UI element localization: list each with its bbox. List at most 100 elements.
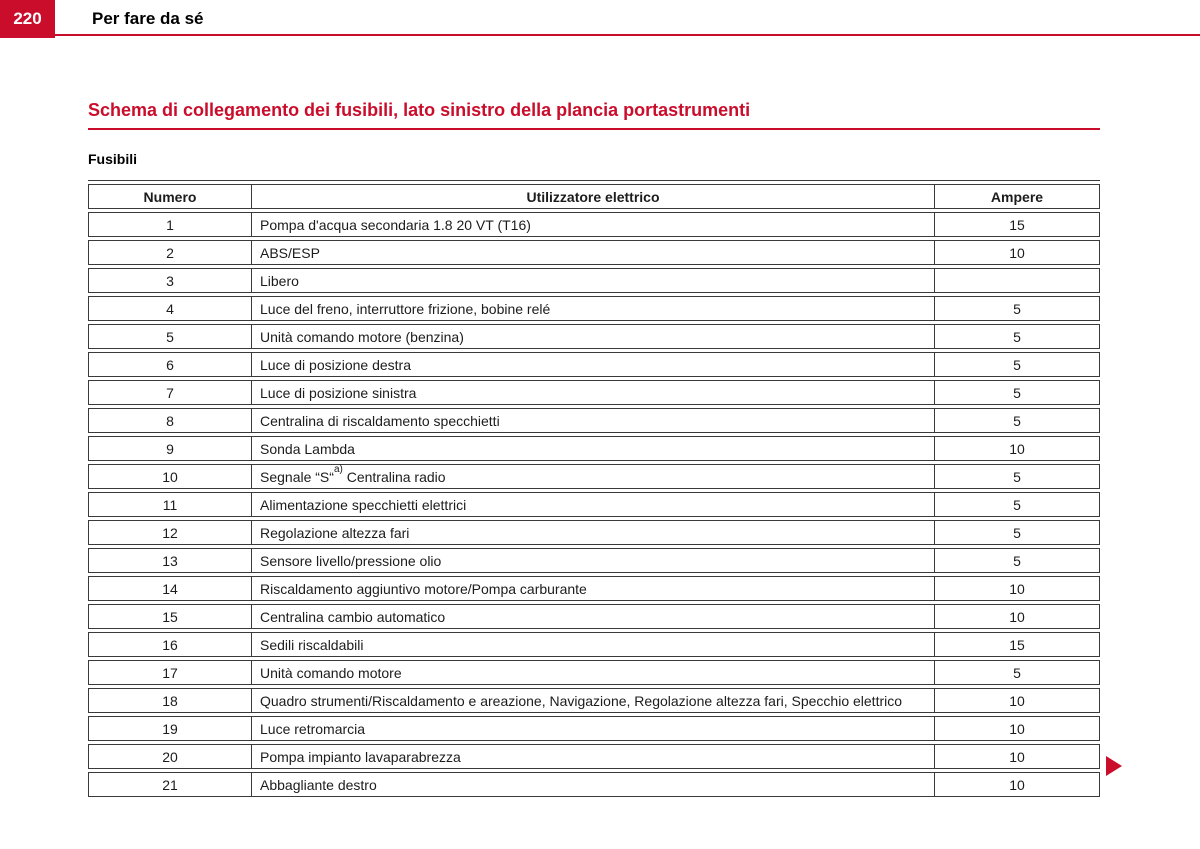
fuse-number-cell: 10 (89, 465, 252, 488)
table-row: 19 Luce retromarcia 10 (88, 716, 1100, 741)
fuse-number-cell: 20 (89, 745, 252, 768)
header-rule (0, 34, 1200, 36)
fuse-number-cell: 17 (89, 661, 252, 684)
table-row: 5 Unità comando motore (benzina) 5 (88, 324, 1100, 349)
table-row: 2 ABS/ESP 10 (88, 240, 1100, 265)
fuse-number-cell: 12 (89, 521, 252, 544)
section-title: Schema di collegamento dei fusibili, lat… (88, 100, 1100, 130)
fuse-ampere-cell: 10 (1009, 776, 1025, 793)
fuse-consumer-cell: Alimentazione specchietti elettrici (252, 493, 935, 516)
fuse-ampere-cell: 5 (1013, 300, 1021, 317)
fuse-ampere-cell: 15 (1009, 216, 1025, 233)
fuse-consumer-cell: Luce di posizione destra (252, 353, 935, 376)
fuse-ampere-cell: 10 (1009, 720, 1025, 737)
fuse-consumer-cell: Unità comando motore (benzina) (252, 325, 935, 348)
fuse-ampere-cell: 5 (1013, 356, 1021, 373)
fuse-consumer-cell: Quadro strumenti/Riscaldamento e areazio… (252, 689, 935, 712)
fuse-number-cell: 15 (89, 605, 252, 628)
fuse-number-cell: 6 (89, 353, 252, 376)
fuse-ampere-cell: 10 (1009, 244, 1025, 261)
continuation-arrow-icon (1106, 756, 1122, 776)
fuse-consumer-cell: Segnale “S“a) Centralina radio (252, 463, 935, 488)
table-row: 11 Alimentazione specchietti elettrici 5 (88, 492, 1100, 517)
page-number: 220 (13, 9, 42, 28)
table-row: 6 Luce di posizione destra 5 (88, 352, 1100, 377)
fuse-consumer-cell: Luce del freno, interruttore frizione, b… (252, 297, 935, 320)
fuse-consumer-cell: Abbagliante destro (252, 773, 935, 796)
fuse-consumer-cell: Pompa d'acqua secondaria 1.8 20 VT (T16) (252, 213, 935, 236)
fuse-consumer-cell: Unità comando motore (252, 661, 935, 684)
table-row: 21 Abbagliante destro 10 (88, 772, 1100, 797)
fuse-consumer-cell: Regolazione altezza fari (252, 521, 935, 544)
table-header-row: Numero Utilizzatore elettrico Ampere (88, 184, 1100, 209)
fuse-number-cell: 8 (89, 409, 252, 432)
fuse-number-cell: 7 (89, 381, 252, 404)
main-content: Schema di collegamento dei fusibili, lat… (88, 100, 1100, 797)
table-row: 3 Libero (88, 268, 1100, 293)
fuse-number-cell: 2 (89, 241, 252, 264)
table-row: 12 Regolazione altezza fari 5 (88, 520, 1100, 545)
table-row: 17 Unità comando motore 5 (88, 660, 1100, 685)
fuse-number-cell: 11 (89, 493, 252, 516)
fuse-number-cell: 3 (89, 269, 252, 292)
table-row: 1 Pompa d'acqua secondaria 1.8 20 VT (T16… (88, 212, 1100, 237)
fuse-number-cell: 5 (89, 325, 252, 348)
table-row: 7 Luce di posizione sinistra 5 (88, 380, 1100, 405)
fuse-consumer-cell: Luce di posizione sinistra (252, 381, 935, 404)
fuse-consumer-cell: Sensore livello/pressione olio (252, 549, 935, 572)
fuse-ampere-cell: 10 (1009, 440, 1025, 457)
table-row: 13 Sensore livello/pressione olio 5 (88, 548, 1100, 573)
table-row: 16 Sedili riscaldabili 15 (88, 632, 1100, 657)
fuse-consumer-cell: Riscaldamento aggiuntivo motore/Pompa ca… (252, 577, 935, 600)
fuse-consumer-cell: ABS/ESP (252, 241, 935, 264)
page-number-badge: 220 (0, 0, 55, 38)
table-row: 8 Centralina di riscaldamento specchietti… (88, 408, 1100, 433)
footnote-marker: a) (333, 463, 343, 475)
table-row: 20 Pompa impianto lavaparabrezza 10 (88, 744, 1100, 769)
table-row: 4 Luce del freno, interruttore frizione, … (88, 296, 1100, 321)
chapter-title: Per fare da sé (92, 9, 204, 28)
fuse-ampere-cell: 5 (1013, 468, 1021, 485)
fuse-ampere-cell: 10 (1009, 608, 1025, 625)
table-row: 14 Riscaldamento aggiuntivo motore/Pompa … (88, 576, 1100, 601)
table-caption: Fusibili (88, 151, 137, 167)
fuse-ampere-cell: 10 (1009, 748, 1025, 765)
fuse-consumer-cell: Sonda Lambda (252, 437, 935, 460)
fuse-number-cell: 9 (89, 437, 252, 460)
fuse-ampere-cell: 5 (1013, 496, 1021, 513)
fuse-consumer-cell: Sedili riscaldabili (252, 633, 935, 656)
fuse-ampere-cell: 5 (1013, 384, 1021, 401)
fuse-number-cell: 21 (89, 773, 252, 796)
table-row: 18 Quadro strumenti/Riscaldamento e areaz… (88, 688, 1100, 713)
fuse-number-cell: 4 (89, 297, 252, 320)
fuse-number-cell: 18 (89, 689, 252, 712)
fuse-consumer-cell: Luce retromarcia (252, 717, 935, 740)
fuse-consumer-cell: Libero (252, 269, 935, 292)
fuse-ampere-cell (935, 269, 1099, 292)
table-row: 10 Segnale “S“a) Centralina radio 5 (88, 464, 1100, 489)
table-row: 9 Sonda Lambda 10 (88, 436, 1100, 461)
fuse-consumer-cell: Centralina di riscaldamento specchietti (252, 409, 935, 432)
table-body: 1 Pompa d'acqua secondaria 1.8 20 VT (T16… (88, 212, 1100, 797)
column-header-numero: Numero (89, 185, 252, 208)
fuse-ampere-cell: 5 (1013, 412, 1021, 429)
fuse-consumer-cell: Centralina cambio automatico (252, 605, 935, 628)
column-header-ampere: Ampere (990, 188, 1044, 205)
fuse-ampere-cell: 5 (1013, 552, 1021, 569)
fuse-ampere-cell: 15 (1009, 636, 1025, 653)
fuse-table: Numero Utilizzatore elettrico Ampere 1 Po… (88, 180, 1100, 797)
table-row: 15 Centralina cambio automatico 10 (88, 604, 1100, 629)
fuse-number-cell: 19 (89, 717, 252, 740)
fuse-number-cell: 1 (89, 213, 252, 236)
fuse-number-cell: 13 (89, 549, 252, 572)
column-header-utilizzatore: Utilizzatore elettrico (252, 185, 935, 208)
fuse-ampere-cell: 5 (1013, 328, 1021, 345)
fuse-ampere-cell: 10 (1009, 692, 1025, 709)
fuse-ampere-cell: 5 (1013, 664, 1021, 681)
fuse-number-cell: 16 (89, 633, 252, 656)
fuse-consumer-cell: Pompa impianto lavaparabrezza (252, 745, 935, 768)
fuse-ampere-cell: 5 (1013, 524, 1021, 541)
fuse-ampere-cell: 10 (1009, 580, 1025, 597)
fuse-number-cell: 14 (89, 577, 252, 600)
